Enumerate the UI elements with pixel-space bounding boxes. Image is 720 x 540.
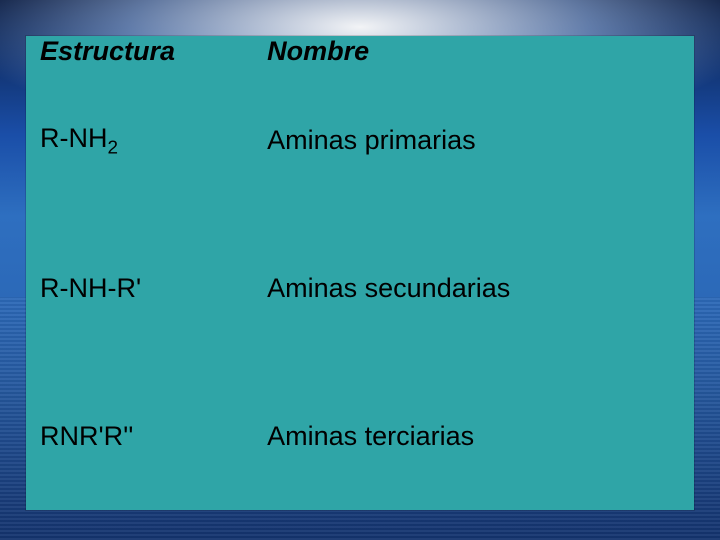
col-header-structure: Estructura xyxy=(26,36,253,67)
table-header-row: Estructura Nombre xyxy=(26,36,694,67)
table-row: R-NH2 Aminas primarias xyxy=(26,67,694,215)
col-header-name: Nombre xyxy=(253,36,694,67)
table-row: RNR'R'' Aminas terciarias xyxy=(26,362,694,510)
cell-structure: R-NH-R' xyxy=(26,215,253,363)
cell-name: Aminas secundarias xyxy=(253,215,694,363)
table-row: R-NH-R' Aminas secundarias xyxy=(26,215,694,363)
amines-table-panel: Estructura Nombre R-NH2 Aminas primarias… xyxy=(26,36,694,510)
cell-name: Aminas terciarias xyxy=(253,362,694,510)
amines-table: Estructura Nombre R-NH2 Aminas primarias… xyxy=(26,36,694,510)
cell-name: Aminas primarias xyxy=(253,67,694,215)
cell-structure: RNR'R'' xyxy=(26,362,253,510)
cell-structure: R-NH2 xyxy=(26,67,253,215)
